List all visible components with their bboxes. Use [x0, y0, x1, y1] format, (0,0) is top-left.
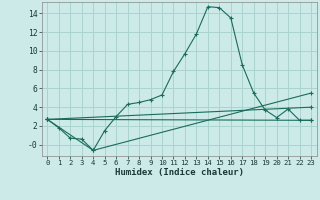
X-axis label: Humidex (Indice chaleur): Humidex (Indice chaleur) — [115, 168, 244, 177]
